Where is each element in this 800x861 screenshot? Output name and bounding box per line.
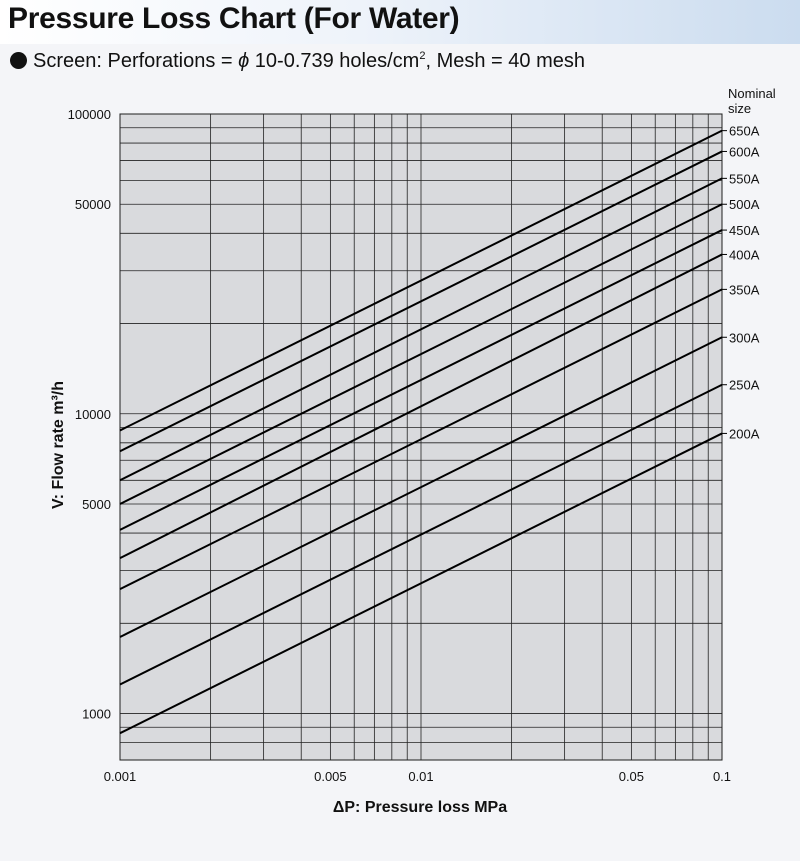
- series-label-650A: 650A: [729, 124, 760, 139]
- series-line-650A: [119, 129, 723, 432]
- x-axis-title: ΔP: Pressure loss MPa: [333, 799, 507, 816]
- subtitle-suffix: , Mesh = 40 mesh: [425, 50, 585, 72]
- y-tick-labels: 1000 5000 10000 50000 100000: [68, 107, 111, 722]
- series-line-350A: [119, 288, 723, 591]
- series-line-400A: [119, 253, 723, 560]
- series-line-300A: [119, 336, 723, 638]
- series-label-200A: 200A: [729, 426, 760, 441]
- x-tick-label: 0.01: [408, 769, 433, 784]
- legend-title-line2: size: [728, 101, 751, 116]
- series-line-550A: [119, 177, 723, 482]
- x-tick-labels: 0.001 0.005 0.01 0.05 0.1: [104, 769, 731, 784]
- y-tick-label: 1000: [82, 707, 111, 722]
- series-label-450A: 450A: [729, 223, 760, 238]
- y-tick-label: 5000: [82, 497, 111, 512]
- phi-symbol: ϕ: [238, 50, 250, 72]
- series-label-500A: 500A: [729, 197, 760, 212]
- subtitle: Screen: Perforations = ϕ 10-0.739 holes/…: [10, 50, 585, 73]
- legend-title-line1: Nominal: [728, 86, 776, 101]
- y-tick-label: 10000: [75, 407, 111, 422]
- series-line-250A: [119, 383, 723, 686]
- series-label-250A: 250A: [729, 378, 760, 393]
- y-axis-title: V: Flow rate m³/h: [50, 381, 67, 509]
- series-line-500A: [119, 203, 723, 505]
- series-lines: [119, 129, 723, 735]
- title-band: [0, 0, 800, 44]
- x-tick-label: 0.001: [104, 769, 137, 784]
- series-line-450A: [119, 229, 723, 531]
- page-title: Pressure Loss Chart (For Water): [8, 2, 460, 35]
- series-line-600A: [119, 150, 723, 453]
- x-tick-label: 0.1: [713, 769, 731, 784]
- series-label-400A: 400A: [729, 247, 760, 262]
- series-labels: 650A 600A 550A 500A 450A 400A 350A 300A 250A 200A: [722, 124, 760, 441]
- y-tick-label: 50000: [75, 197, 111, 212]
- subtitle-superscript: 2: [419, 50, 426, 62]
- series-label-300A: 300A: [729, 330, 760, 345]
- subtitle-mid: 10-0.739 holes/cm: [249, 50, 420, 72]
- x-tick-label: 0.05: [619, 769, 644, 784]
- subtitle-prefix: Screen: Perforations =: [33, 50, 239, 72]
- series-label-600A: 600A: [729, 144, 760, 159]
- x-tick-label: 0.005: [314, 769, 347, 784]
- series-label-350A: 350A: [729, 282, 760, 297]
- grid-lines: [119, 113, 723, 761]
- bullet-icon: [10, 52, 27, 69]
- series-label-550A: 550A: [729, 171, 760, 186]
- series-line-200A: [119, 432, 723, 735]
- y-tick-label: 100000: [68, 107, 111, 122]
